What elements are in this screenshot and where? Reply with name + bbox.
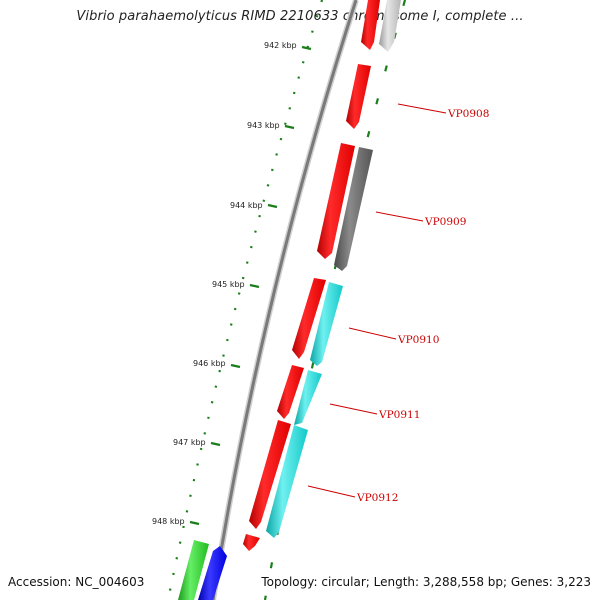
ruler-tick xyxy=(301,45,312,51)
gene-label-vp0912[interactable]: VP0912 xyxy=(356,492,398,504)
ruler-label: 947 kbp xyxy=(173,438,206,447)
cds-feature[interactable] xyxy=(243,534,260,551)
gene-label-vp0910[interactable]: VP0910 xyxy=(397,334,439,346)
genome-summary-text: Topology: circular; Length: 3,288,558 bp… xyxy=(261,575,591,589)
gene-label-vp0911[interactable]: VP0911 xyxy=(378,409,420,421)
cds-feature[interactable] xyxy=(292,278,326,359)
gene-leader-line xyxy=(375,211,424,222)
ruler-tick xyxy=(210,441,221,447)
ruler-label: 946 kbp xyxy=(193,359,226,368)
cds-feature[interactable] xyxy=(346,64,371,129)
ruler-tick xyxy=(249,283,260,289)
ruler-tick xyxy=(230,363,241,369)
cog-feature-cyan[interactable] xyxy=(310,282,343,366)
cog-feature-blue[interactable] xyxy=(198,546,227,600)
backbone xyxy=(211,0,358,600)
gene-leader-line xyxy=(397,103,447,114)
ruler-tick xyxy=(284,124,295,130)
cog-feature-green[interactable] xyxy=(178,540,209,600)
cog-feature-lightgray[interactable] xyxy=(379,0,401,52)
gene-leader-line xyxy=(329,403,378,415)
cds-feature[interactable] xyxy=(277,365,304,419)
ruler-label: 942 kbp xyxy=(264,41,297,50)
ruler-arc xyxy=(166,0,324,600)
gene-label-vp0908[interactable]: VP0908 xyxy=(447,108,489,120)
ruler-label: 943 kbp xyxy=(247,121,280,130)
ruler-tick xyxy=(267,203,278,209)
cog-feature-gray[interactable] xyxy=(334,147,373,271)
cds-feature[interactable] xyxy=(317,143,355,259)
accession-text: Accession: NC_004603 xyxy=(8,575,145,589)
ruler-label: 948 kbp xyxy=(152,517,185,526)
ruler-label: 944 kbp xyxy=(230,201,263,210)
gene-leader-line xyxy=(307,485,356,498)
cog-feature-cyan[interactable] xyxy=(266,425,308,538)
gene-label-vp0909[interactable]: VP0909 xyxy=(424,216,466,228)
cds-feature[interactable] xyxy=(249,420,291,529)
ruler-label: 945 kbp xyxy=(212,280,245,289)
ruler-tick xyxy=(189,520,200,526)
cog-feature-cyan[interactable] xyxy=(294,370,322,425)
cds-feature[interactable] xyxy=(361,0,380,50)
map-title: Vibrio parahaemolyticus RIMD 2210633 chr… xyxy=(76,9,524,24)
gene-leader-line xyxy=(348,327,397,340)
